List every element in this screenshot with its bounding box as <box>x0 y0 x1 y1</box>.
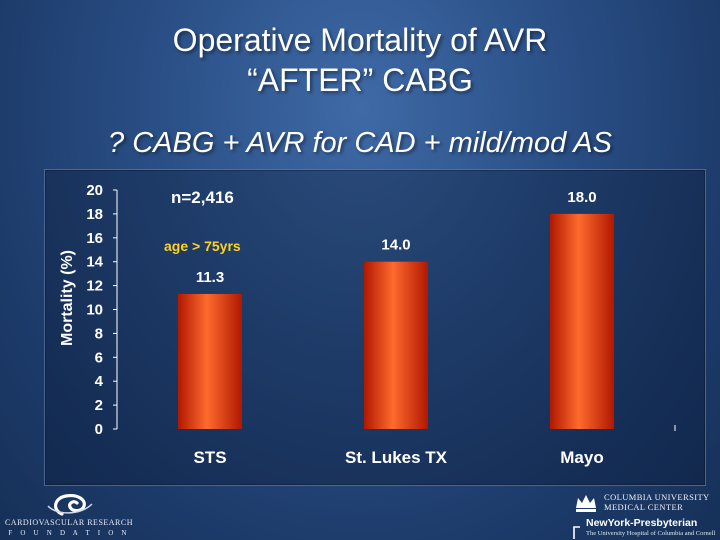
y-tick-label: 20 <box>86 182 103 199</box>
nyp-bracket-icon <box>573 526 580 539</box>
y-axis: 0 2 4 6 8 10 12 14 16 18 20 <box>86 182 676 438</box>
bar <box>178 293 242 429</box>
crf-swirl-icon <box>47 494 93 516</box>
y-tick-label: 8 <box>95 325 103 342</box>
bar-value-label: 11.3 <box>196 269 224 286</box>
slide-subtitle: ? CABG + AVR for CAD + mild/mod AS <box>108 127 612 159</box>
y-tick-label: 4 <box>95 373 104 390</box>
bar <box>550 213 614 429</box>
bar-value-label: 14.0 <box>381 237 410 254</box>
y-tick-label: 12 <box>86 278 103 295</box>
y-tick-label: 2 <box>95 397 103 414</box>
chart-panel: Mortality (%) 0 2 4 6 8 10 12 14 16 18 20 11.3 STS 1… <box>44 169 706 486</box>
y-tick-label: 6 <box>95 349 103 366</box>
columbia-nyp-logo: COLUMBIA UNIVERSITY MEDICAL CENTER NewYo… <box>572 490 720 540</box>
sample-size-annotation: n=2,416 <box>171 188 234 207</box>
crf-logo: CARDIOVASCULAR RESEARCH F O U N D A T I … <box>4 488 134 540</box>
bars-group: 11.3 STS 14.0 St. Lukes TX 18.0 Mayo <box>178 189 614 467</box>
nyp-name: NewYork-Presbyterian <box>586 517 698 529</box>
category-label: Mayo <box>560 448 603 467</box>
columbia-line1: COLUMBIA UNIVERSITY <box>604 492 710 502</box>
slide-title: Operative Mortality of AVR “AFTER” CABG <box>0 20 720 100</box>
age-annotation: age > 75yrs <box>164 238 241 254</box>
slide-title-line2: “AFTER” CABG <box>247 62 473 98</box>
y-axis-label: Mortality (%) <box>59 250 76 346</box>
nyp-subtitle: The University Hospital of Columbia and … <box>586 530 716 537</box>
y-tick-label: 16 <box>86 230 103 247</box>
crf-logo-line2: F O U N D A T I O N <box>8 529 130 537</box>
bar-value-label: 18.0 <box>567 189 596 206</box>
category-label: St. Lukes TX <box>345 448 448 467</box>
category-label: STS <box>193 448 226 467</box>
crf-logo-line1: CARDIOVASCULAR RESEARCH <box>4 518 134 527</box>
y-tick-label: 0 <box>95 421 103 438</box>
slide-title-line1: Operative Mortality of AVR <box>172 22 548 58</box>
y-tick-label: 18 <box>86 206 103 223</box>
y-tick-label: 14 <box>86 254 103 271</box>
columbia-line2: MEDICAL CENTER <box>604 502 684 512</box>
bar <box>364 261 428 429</box>
crown-icon <box>576 495 596 512</box>
y-tick-label: 10 <box>86 302 103 319</box>
